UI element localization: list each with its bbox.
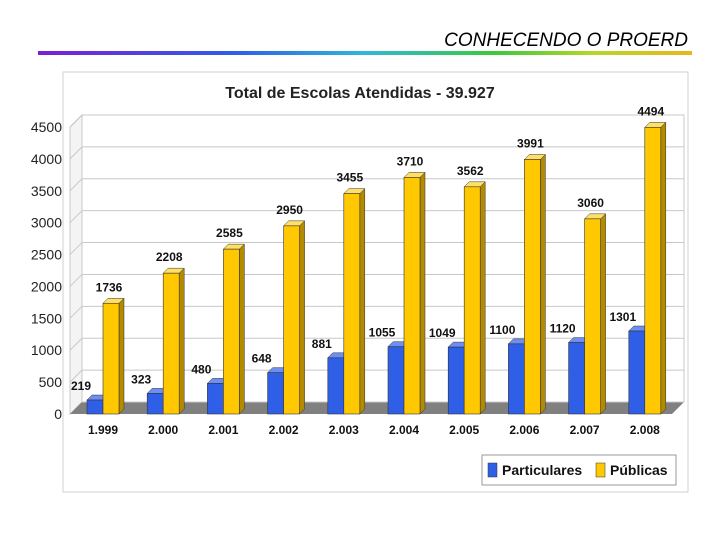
legend-swatch: [595, 462, 606, 478]
y-tick-label: 500: [39, 374, 63, 390]
x-tick-label: 2.001: [208, 423, 238, 437]
bar: [524, 159, 541, 415]
data-label: 1301: [609, 310, 636, 324]
gridline-diagonal: [69, 178, 83, 192]
bar-side: [540, 153, 546, 415]
bar: [327, 357, 345, 415]
gridline-diagonal: [69, 210, 83, 224]
bar: [283, 225, 300, 415]
data-label: 219: [71, 379, 91, 393]
y-tick-label: 3000: [31, 215, 62, 231]
gridline-diagonal: [69, 242, 83, 255]
x-tick-label: 2.005: [449, 423, 479, 437]
data-label: 881: [312, 337, 332, 351]
x-tick-label: 2.006: [509, 423, 539, 437]
data-label: 3562: [457, 164, 484, 178]
x-tick-label: 2.004: [389, 423, 419, 437]
bar: [403, 177, 421, 415]
data-label: 323: [131, 372, 151, 386]
data-label: 3455: [336, 171, 363, 185]
slide-title: CONHECENDO O PROERD: [444, 30, 688, 51]
gridline-diagonal: [69, 337, 83, 351]
y-tick-label: 1500: [31, 310, 62, 326]
y-tick-label: 4000: [31, 151, 62, 167]
data-label: 1736: [96, 280, 123, 294]
y-tick-label: 2000: [31, 278, 62, 294]
x-tick-label: 2.002: [269, 423, 299, 437]
bar: [463, 186, 481, 415]
gridline-diagonal: [69, 305, 83, 319]
bar: [387, 346, 405, 415]
y-axis: 0 500 1000 1500 2000 2500 3000 3500 4000 4500: [31, 119, 62, 422]
bar-side: [660, 121, 667, 415]
bar-side: [479, 181, 486, 415]
y-tick-label: 0: [54, 406, 62, 422]
bar: [628, 330, 646, 415]
bar-side: [239, 243, 245, 415]
legend: Particulares Públicas: [481, 454, 677, 486]
data-label: 1120: [550, 322, 576, 336]
bar: [86, 399, 104, 415]
bar: [508, 343, 525, 415]
bar-side: [118, 297, 125, 415]
data-label: 3991: [517, 136, 544, 150]
y-tick-label: 2500: [31, 247, 62, 263]
x-tick-label: 2.000: [148, 423, 178, 437]
bar: [102, 302, 120, 415]
bar-side: [299, 220, 305, 415]
data-label: 4494: [637, 104, 664, 118]
bar-side: [178, 267, 185, 415]
bar: [162, 272, 180, 415]
gridline-diagonal: [69, 274, 83, 287]
bar: [146, 393, 164, 415]
data-label: 1100: [489, 323, 515, 337]
legend-label: Públicas: [610, 462, 668, 478]
bar: [644, 127, 662, 415]
gridline-diagonal: [69, 146, 83, 160]
x-axis: 1.999 2.000 2.001 2.002 2.003 2.004 2.005 2.006…: [88, 423, 660, 437]
data-label: 1049: [429, 326, 456, 340]
data-label: 2585: [216, 226, 243, 240]
bar: [223, 248, 240, 415]
data-label: 2208: [156, 250, 183, 264]
chart-title: Total de Escolas Atendidas - 39.927: [225, 85, 495, 102]
legend-box: [481, 454, 677, 486]
bar-side: [419, 171, 426, 415]
x-tick-label: 2.003: [329, 423, 359, 437]
chart-side-wall: [69, 113, 83, 416]
bar: [343, 193, 361, 415]
gridline-diagonal: [69, 369, 83, 383]
y-tick-label: 3500: [31, 183, 62, 199]
bar-side: [359, 188, 366, 415]
x-tick-label: 1.999: [88, 423, 118, 437]
gridline-diagonal: [69, 114, 83, 128]
x-tick-label: 2.008: [630, 423, 660, 437]
data-label: 480: [191, 362, 211, 376]
y-tick-label: 4500: [31, 119, 62, 135]
x-tick-label: 2.007: [570, 423, 600, 437]
y-tick-label: 1000: [31, 342, 62, 358]
data-label: 648: [252, 352, 272, 366]
data-labels: 219 1736 323 2208 480 2585 648 2950 881 3455 1055 3…: [71, 104, 664, 393]
bar: [267, 372, 284, 415]
bar-side: [600, 213, 606, 415]
bars: [86, 121, 667, 415]
data-label: 3060: [577, 196, 604, 210]
data-label: 3710: [397, 154, 424, 168]
bar: [207, 383, 224, 415]
bar: [584, 218, 601, 415]
data-label: 1055: [369, 326, 396, 340]
legend-swatch: [487, 462, 498, 478]
bar: [447, 346, 465, 415]
title-divider: [38, 51, 692, 55]
data-label: 2950: [276, 203, 303, 217]
bar: [568, 342, 585, 415]
legend-label: Particulares: [502, 462, 582, 478]
